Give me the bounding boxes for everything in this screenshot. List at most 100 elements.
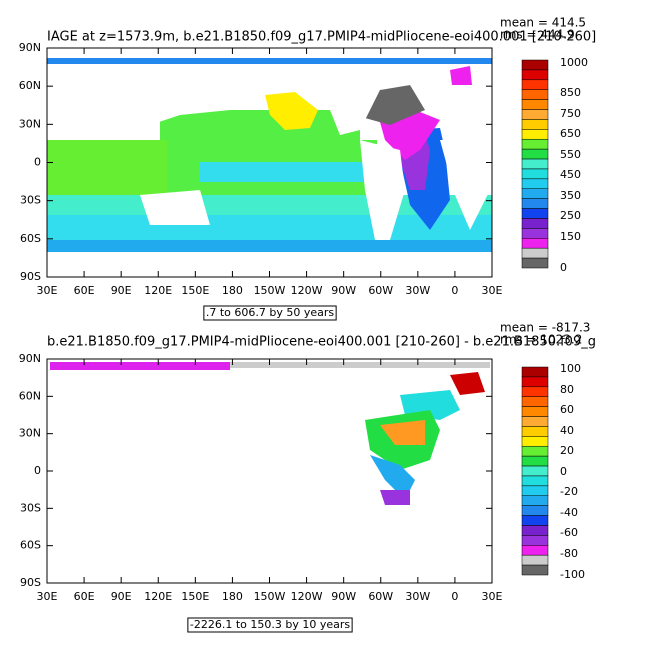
colorbar-box — [521, 376, 549, 388]
colorbar-box — [521, 89, 549, 100]
colorbar-box — [521, 465, 549, 477]
lon-label: 60E — [74, 590, 95, 603]
lon-label: 60W — [368, 284, 393, 297]
ocean-fill — [265, 92, 318, 130]
lon-label: 0 — [451, 284, 458, 297]
lon-label: 60W — [368, 590, 393, 603]
land — [440, 140, 490, 230]
ocean-fill — [200, 162, 370, 182]
colorbar-box — [521, 455, 549, 467]
colorbar-box — [521, 545, 549, 556]
colorbar-box — [521, 406, 549, 417]
contour-info-box — [187, 617, 353, 633]
lon-label: 30E — [37, 590, 58, 603]
colorbar-box — [521, 168, 549, 180]
colorbar-box — [521, 564, 549, 576]
panel: IAGE at z=1573.9m, b.e21.B1850.f09_g17.P… — [19, 16, 596, 321]
colorbar-label: 850 — [560, 86, 581, 99]
colorbar-box — [521, 178, 549, 190]
colorbar-label: 0 — [560, 465, 567, 478]
colorbar-label: 80 — [560, 383, 574, 396]
lat-label: 90S — [20, 270, 41, 283]
ocean-fill — [160, 110, 360, 140]
lon-label: 0 — [451, 590, 458, 603]
difference-fill — [380, 490, 410, 505]
colorbar-box — [521, 386, 549, 397]
lon-label: 120W — [291, 284, 323, 297]
land — [360, 140, 405, 240]
lat-label: 30S — [20, 501, 41, 514]
lat-label: 0 — [34, 464, 41, 477]
lat-label: 60S — [20, 232, 41, 245]
colorbar-box — [521, 535, 549, 546]
colorbar-label: 150 — [560, 230, 581, 243]
panel: b.e21.B1850.f09_g17.PMIP4-midPliocene-eo… — [19, 321, 596, 633]
difference-fill — [50, 362, 230, 370]
lon-label: 30E — [482, 590, 503, 603]
colorbar-box — [521, 445, 549, 457]
colorbar-label: 750 — [560, 107, 581, 120]
lon-label: 90E — [111, 284, 132, 297]
colorbar-box — [521, 525, 549, 536]
colorbar-label: -60 — [560, 526, 578, 539]
colorbar-box — [521, 257, 549, 269]
difference-fill — [450, 372, 485, 395]
colorbar-box — [521, 228, 549, 239]
colorbar-box — [521, 129, 549, 140]
lat-label: 60N — [19, 389, 41, 402]
colorbar-box — [521, 426, 549, 437]
lon-label: 90W — [331, 284, 356, 297]
colorbar-box — [521, 247, 549, 259]
lon-label: 150W — [254, 284, 286, 297]
land — [330, 64, 450, 135]
colorbar-box — [521, 188, 549, 199]
colorbar-label: -40 — [560, 506, 578, 519]
colorbar-label: 20 — [560, 444, 574, 457]
colorbar-box — [521, 515, 549, 526]
colorbar-box — [521, 238, 549, 249]
ocean-fill — [47, 140, 167, 195]
ocean-fill — [47, 240, 492, 252]
lat-label: 30N — [19, 117, 41, 130]
colorbar-box — [521, 59, 549, 71]
land — [47, 64, 230, 135]
colorbar-box — [521, 554, 549, 566]
lon-label: 30E — [482, 284, 503, 297]
lon-label: 180 — [222, 590, 243, 603]
lat-label: 90N — [19, 41, 41, 54]
colorbar-box — [521, 396, 549, 407]
ocean-fill — [47, 215, 492, 240]
rms-label: rms = 1023.2 — [500, 333, 582, 347]
colorbar-label: 350 — [560, 189, 581, 202]
colorbar-box — [521, 138, 549, 150]
lon-label: 180 — [222, 284, 243, 297]
lat-label: 90S — [20, 576, 41, 589]
land — [140, 190, 210, 225]
lon-label: 120E — [144, 284, 172, 297]
difference-fill — [230, 362, 490, 368]
colorbar-label: -20 — [560, 485, 578, 498]
colorbar-box — [521, 148, 549, 160]
lat-label: 90N — [19, 352, 41, 365]
contour-info-box — [203, 305, 337, 321]
colorbar-box — [521, 495, 549, 506]
lon-label: 30W — [405, 284, 430, 297]
difference-fill — [380, 420, 425, 445]
colorbar-label: 550 — [560, 148, 581, 161]
colorbar-box — [521, 485, 549, 497]
colorbar-label: 250 — [560, 209, 581, 222]
panel-title: b.e21.B1850.f09_g17.PMIP4-midPliocene-eo… — [47, 335, 596, 350]
colorbar-label: 100 — [560, 362, 581, 375]
colorbar-box — [521, 69, 549, 81]
rms-label: rms = 444.9 — [500, 28, 575, 42]
lat-label: 0 — [34, 156, 41, 169]
lon-label: 30W — [405, 590, 430, 603]
colorbar-box — [521, 475, 549, 487]
colorbar-box — [521, 79, 549, 90]
colorbar-label: 60 — [560, 403, 574, 416]
colorbar-box — [521, 505, 549, 516]
colorbar-label: 450 — [560, 168, 581, 181]
colorbar-box — [521, 416, 549, 427]
lon-label: 150E — [181, 284, 209, 297]
